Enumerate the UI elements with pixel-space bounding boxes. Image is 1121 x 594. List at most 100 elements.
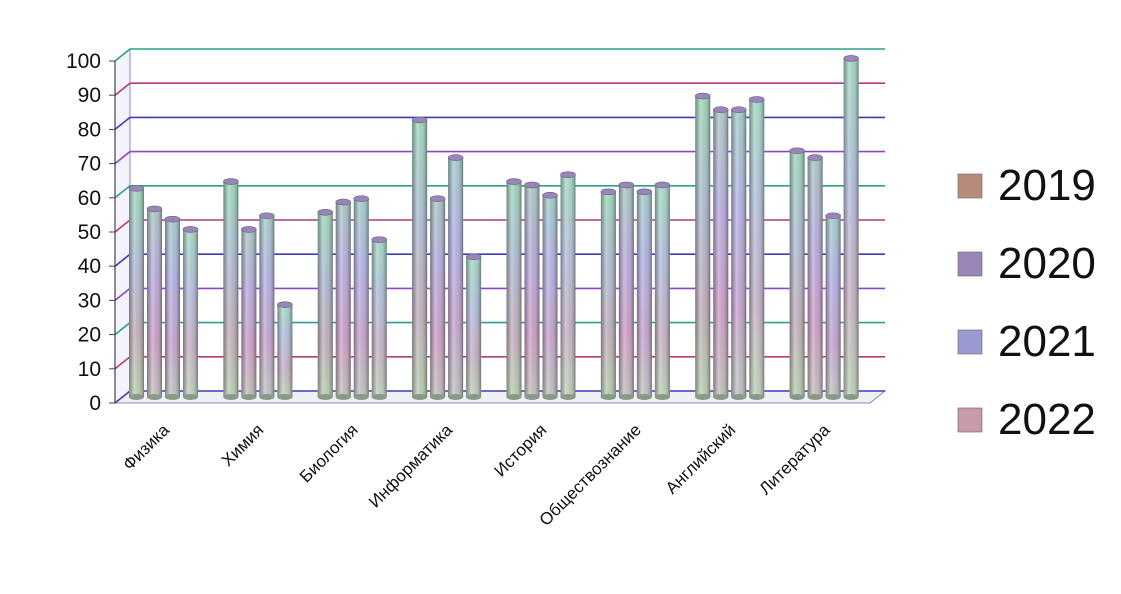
legend-item: 2020 <box>957 239 1096 288</box>
bar-base <box>524 394 540 400</box>
x-tick-label: Биология <box>296 420 362 486</box>
y-tick-label: 90 <box>78 84 101 107</box>
bar-shading <box>618 184 634 397</box>
bar-shading <box>713 109 729 397</box>
bar <box>618 181 635 400</box>
bar-base <box>183 394 198 400</box>
x-tick-label: История <box>490 420 550 480</box>
bar <box>825 212 841 400</box>
bar-base <box>259 394 275 400</box>
y-tick-label: 60 <box>78 187 101 210</box>
bar-top <box>128 185 145 192</box>
bar-base <box>618 394 634 400</box>
bar-top <box>353 195 370 202</box>
bar-top <box>317 209 334 216</box>
bar <box>371 236 388 400</box>
legend-swatch <box>957 407 983 433</box>
bar <box>600 188 617 400</box>
bar-top <box>223 178 239 185</box>
y-axis: 0 10 20 30 40 50 60 70 80 90 100 <box>66 50 116 415</box>
bar-top <box>429 195 446 202</box>
bars <box>128 55 859 400</box>
bar-base <box>448 394 464 400</box>
bar-shading <box>654 184 670 397</box>
bar <box>465 253 482 400</box>
bar-shading <box>165 219 180 397</box>
bar-top <box>146 205 163 213</box>
bar-shading <box>277 304 293 397</box>
bar-shading <box>183 229 198 397</box>
legend: 2019 2020 2021 2022 <box>957 161 1096 444</box>
bar <box>730 106 747 400</box>
legend-item: 2019 <box>957 161 1096 210</box>
bar <box>542 191 558 400</box>
bar <box>146 205 163 400</box>
bar <box>241 226 257 400</box>
bar-base <box>223 394 239 400</box>
bar-base <box>825 394 841 400</box>
legend-item: 2021 <box>957 317 1096 366</box>
bar-shading <box>371 239 387 397</box>
bar-top <box>807 154 823 161</box>
bar-shading <box>223 181 239 397</box>
bar-shading <box>695 96 711 397</box>
bar <box>843 55 859 400</box>
bar-top <box>654 181 671 189</box>
bar <box>317 209 334 400</box>
bar <box>807 154 823 400</box>
bar-top <box>182 226 199 233</box>
bar-top <box>618 181 635 189</box>
y-tick-label: 70 <box>78 153 101 176</box>
legend-swatch <box>957 329 983 355</box>
bar-base <box>335 394 351 400</box>
x-tick-label: Обществознание <box>536 420 645 529</box>
bar-top <box>371 236 388 243</box>
bar-top <box>447 154 464 161</box>
bar-base <box>277 394 293 400</box>
bar-base <box>129 394 144 400</box>
bar-base <box>654 394 670 400</box>
bar-top <box>712 106 729 114</box>
bar-shading <box>560 174 576 397</box>
bar-top <box>694 92 711 100</box>
bar-base <box>147 394 162 400</box>
y-tick-label: 50 <box>78 221 101 244</box>
bar-top <box>730 106 747 114</box>
legend-swatch <box>957 251 983 277</box>
bar-top <box>560 171 576 178</box>
bar-top <box>411 116 428 124</box>
bar <box>636 188 653 400</box>
x-tick-label: Литература <box>756 420 834 498</box>
bar-top <box>636 188 653 196</box>
legend-label: 2022 <box>998 395 1096 444</box>
bar-top <box>259 212 275 220</box>
bar <box>411 116 428 400</box>
bar-top <box>600 188 617 196</box>
bar-base <box>789 394 805 400</box>
bar <box>560 171 576 400</box>
bar-shading <box>524 184 540 397</box>
bar-shading <box>506 181 522 397</box>
bar <box>789 147 805 400</box>
x-tick-label: Химия <box>218 420 268 470</box>
bar-top <box>465 253 482 261</box>
y-tick-label: 100 <box>66 50 101 73</box>
gridline <box>114 150 885 165</box>
bar-shading <box>789 150 805 397</box>
bar-base <box>636 394 652 400</box>
bar-top <box>524 181 540 189</box>
bar <box>447 154 464 400</box>
bar <box>429 195 446 400</box>
bar-base <box>466 394 482 400</box>
bar-shading <box>636 191 652 397</box>
bar-top <box>164 215 181 223</box>
bar-base <box>713 394 729 400</box>
bar <box>277 301 293 400</box>
bar-shading <box>542 195 558 397</box>
bar-top <box>789 147 805 155</box>
bar-top <box>542 191 558 199</box>
x-axis: Физика Химия Биология Информатика ИсторияОбщ… <box>119 420 834 530</box>
bar-shading <box>335 202 351 397</box>
bar-shading <box>412 119 428 397</box>
y-tick-label: 10 <box>78 358 101 381</box>
